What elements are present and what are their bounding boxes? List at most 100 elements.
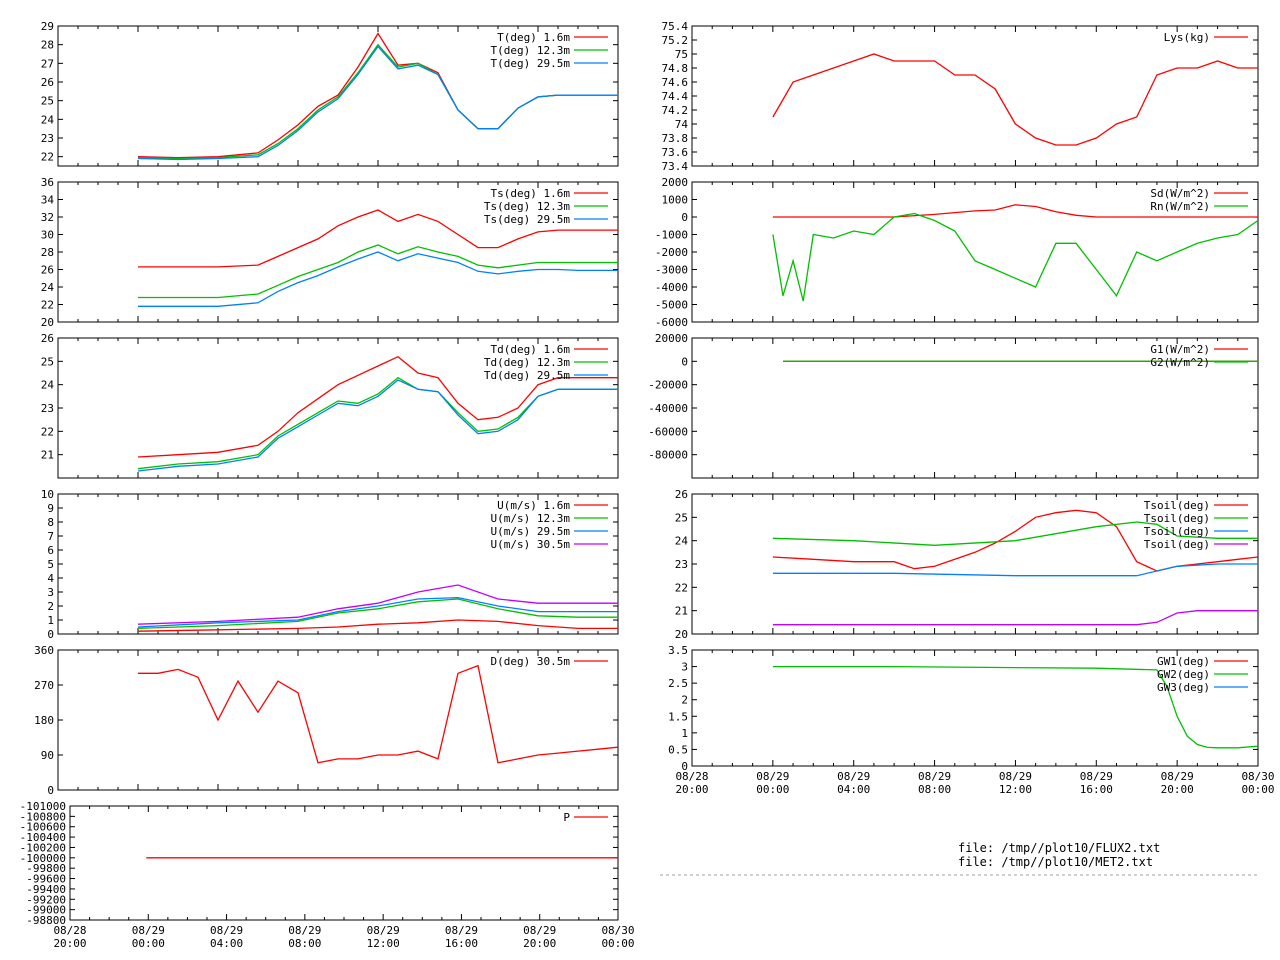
y-tick-label: 22 [41, 299, 54, 312]
y-tick-label: -20000 [648, 379, 688, 392]
x-tick-date: 08/29 [445, 924, 478, 937]
series-line-wind-2 [137, 596, 618, 628]
y-tick-label: 0 [681, 760, 688, 773]
y-tick-label: 90 [41, 749, 54, 762]
y-tick-label: 1.5 [668, 710, 688, 723]
y-tick-label: 22 [41, 151, 54, 164]
chart-panel-temp: 22 23 24 25 26 27 28 29 T(deg) 1.6mT(deg) 12.3mT… [41, 20, 619, 167]
y-tick-label: 0 [681, 211, 688, 224]
chart-panel-lys: 73.473.673.87474.274.474.674.87575.275.4… [662, 20, 1259, 173]
y-tick-label: 28 [41, 39, 54, 52]
y-tick-label: -101000 [20, 800, 66, 813]
y-tick-label: 2000 [662, 176, 689, 189]
chart-panel-dir: 0 90 180 270 360 D(deg) 30.5m [34, 644, 619, 797]
y-tick-label: 28 [41, 246, 54, 259]
y-tick-label: -80000 [648, 449, 688, 462]
y-tick-label: -99800 [26, 862, 66, 875]
y-tick-label: 74.4 [662, 90, 689, 103]
y-tick-label: 24 [41, 113, 55, 126]
y-tick-label: 24 [41, 281, 55, 294]
y-tick-label: -100200 [20, 841, 66, 854]
y-tick-label: 2.5 [668, 677, 688, 690]
x-tick-time: 12:00 [999, 783, 1032, 796]
x-tick-time: 00:00 [756, 783, 789, 796]
y-tick-label: 20 [675, 628, 688, 641]
y-tick-label: -6000 [655, 316, 688, 329]
y-tick-label: 2 [681, 694, 688, 707]
y-tick-label: -60000 [648, 425, 688, 438]
y-tick-label: 74 [675, 118, 689, 131]
y-tick-label: -100600 [20, 821, 66, 834]
y-tick-label: 180 [34, 714, 54, 727]
y-tick-label: 21 [675, 605, 688, 618]
series-line-wind-0 [137, 619, 618, 632]
y-tick-label: 1 [681, 727, 688, 740]
series-line-wind-3 [137, 584, 618, 625]
x-tick-time: 00:00 [132, 937, 165, 950]
x-tick-date: 08/29 [210, 924, 243, 937]
y-tick-label: 22 [41, 425, 54, 438]
y-tick-label: 29 [41, 20, 54, 33]
legend-label: Sd(W/m^2) [1150, 187, 1210, 200]
legend-label: Td(deg) 1.6m [491, 343, 571, 356]
y-tick-label: 3 [681, 661, 688, 674]
x-tick-time: 00:00 [601, 937, 634, 950]
y-tick-label: 10 [41, 488, 54, 501]
y-tick-label: 9 [47, 502, 54, 515]
x-tick-date: 08/30 [1241, 770, 1274, 783]
series-line-tsoil-2 [772, 563, 1258, 577]
y-tick-label: 30 [41, 229, 54, 242]
x-tick-time: 04:00 [837, 783, 870, 796]
x-tick-date: 08/29 [1080, 770, 1113, 783]
y-tick-label: 74.2 [662, 104, 689, 117]
legend-label: Tsoil(deg) [1144, 512, 1210, 525]
chart-panel-pres: -101000-100800-100600-100400-100200-1000… [20, 800, 635, 950]
y-tick-label: -5000 [655, 299, 688, 312]
y-tick-label: 73.4 [662, 160, 689, 173]
plot-frame [57, 649, 619, 791]
x-tick-date: 08/29 [1161, 770, 1194, 783]
y-tick-label: 23 [675, 558, 688, 571]
chart-panel-tsoil: 20212223242526Tsoil(deg)Tsoil(deg)Tsoil(… [675, 488, 1259, 641]
y-tick-label: -1000 [655, 229, 688, 242]
y-tick-label: 3.5 [668, 644, 688, 657]
series-line-tdew-2 [137, 379, 618, 472]
y-tick-label: 75.2 [662, 34, 689, 47]
y-tick-label: -98800 [26, 914, 66, 927]
y-tick-label: 25 [41, 95, 54, 108]
y-tick-label: -99400 [26, 883, 66, 896]
legend-label: T(deg) 12.3m [491, 44, 571, 57]
x-tick-time: 08:00 [918, 783, 951, 796]
x-tick-time: 16:00 [445, 937, 478, 950]
y-tick-label: 74.6 [662, 76, 689, 89]
legend-label: Ts(deg) 29.5m [484, 213, 570, 226]
x-tick-date: 08/28 [53, 924, 86, 937]
chart-panel-gw: 00.511.522.533.508/2820:0008/2900:0008/2… [668, 644, 1274, 796]
y-tick-label: 25 [41, 355, 54, 368]
legend-label: Tsoil(deg) [1144, 499, 1210, 512]
legend-label: GW1(deg) [1157, 655, 1210, 668]
series-line-wind-1 [137, 598, 618, 630]
y-tick-label: 21 [41, 449, 54, 462]
x-tick-date: 08/29 [918, 770, 951, 783]
y-tick-label: 7 [47, 530, 54, 543]
y-tick-label: 32 [41, 211, 54, 224]
y-tick-label: 1000 [662, 194, 689, 207]
series-line-dir-0 [138, 664, 618, 764]
y-tick-label: 26 [675, 488, 688, 501]
x-tick-time: 20:00 [53, 937, 86, 950]
legend-label: P [563, 811, 570, 824]
legend-label: Td(deg) 29.5m [484, 369, 570, 382]
legend-label: Ts(deg) 1.6m [491, 187, 571, 200]
y-tick-label: 270 [34, 679, 54, 692]
series-line-tdew-1 [137, 376, 618, 470]
legend-label: T(deg) 1.6m [497, 31, 570, 44]
x-tick-time: 20:00 [1161, 783, 1194, 796]
y-tick-label: 26 [41, 332, 54, 345]
legend-label: GW3(deg) [1157, 681, 1210, 694]
y-tick-label: 27 [41, 57, 54, 70]
legend-label: T(deg) 29.5m [491, 57, 571, 70]
y-tick-label: -99000 [26, 904, 66, 917]
legend-label: Ts(deg) 12.3m [484, 200, 570, 213]
y-tick-label: 75.4 [662, 20, 689, 33]
